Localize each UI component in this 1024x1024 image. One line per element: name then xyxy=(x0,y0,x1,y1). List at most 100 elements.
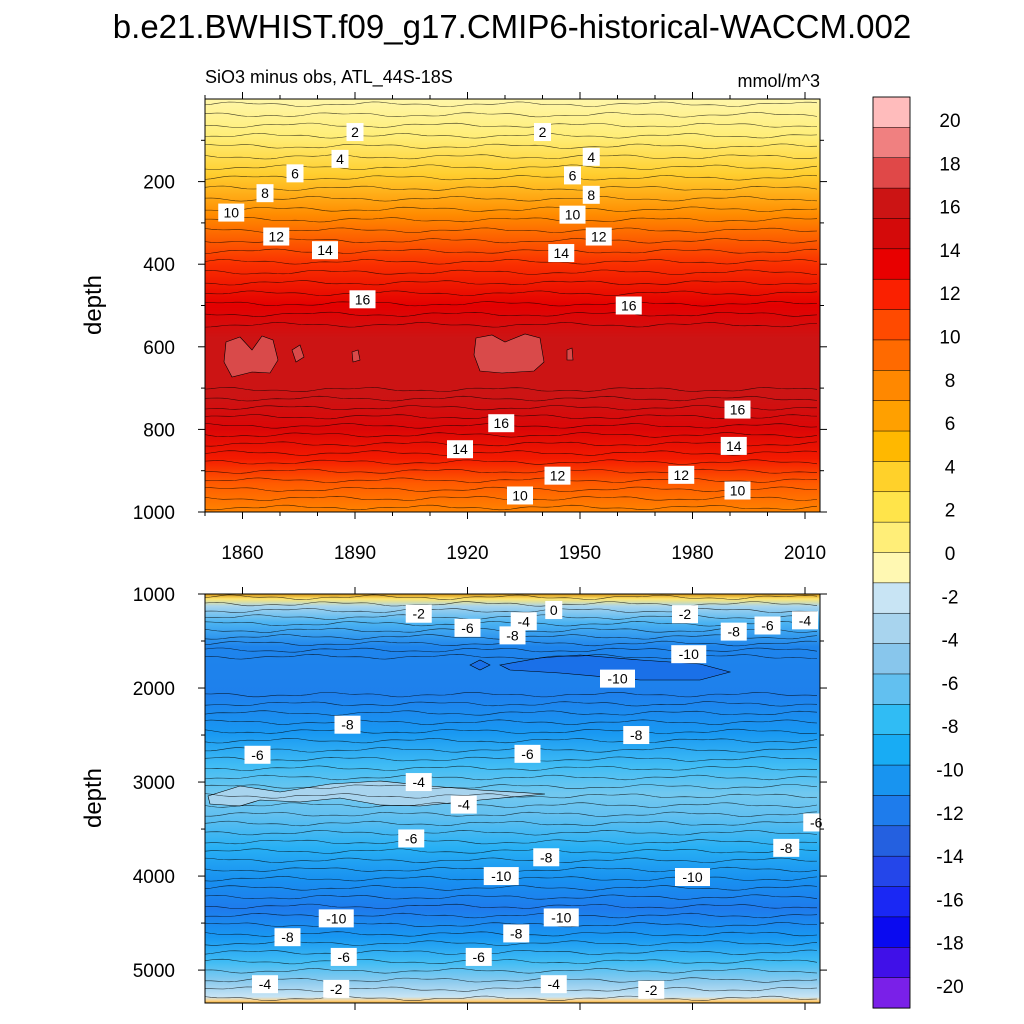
contour-line xyxy=(205,968,818,974)
lower-contour-lines xyxy=(205,594,818,1001)
contour-line xyxy=(205,710,818,716)
contour-line xyxy=(205,227,818,233)
contour-label-bg xyxy=(244,745,271,764)
contour-label-bg xyxy=(545,600,563,619)
colorbar-label: 6 xyxy=(945,414,956,435)
contour-label: 12 xyxy=(550,468,566,484)
contour-line xyxy=(205,848,817,854)
colorbar-label: -18 xyxy=(936,934,963,955)
contour-label-bg xyxy=(318,909,354,928)
colorbar-swatch xyxy=(872,886,911,918)
contour-label: 14 xyxy=(726,438,742,454)
contour-label-bg xyxy=(623,726,650,745)
colorbar-swatch xyxy=(872,400,911,432)
contour-line xyxy=(205,885,818,891)
contour-line xyxy=(205,692,818,698)
contour-line xyxy=(205,395,818,402)
contour-line xyxy=(205,940,818,946)
contour-label-bg xyxy=(672,605,698,624)
contour-label-bg xyxy=(454,618,481,637)
contour-label: -2 xyxy=(679,606,692,622)
contour-line xyxy=(205,468,817,474)
contour-label: 0 xyxy=(550,602,558,618)
contour-line xyxy=(205,280,818,286)
contour-label: 10 xyxy=(730,483,746,499)
colorbar-swatch xyxy=(872,370,911,402)
colorbar-swatch xyxy=(872,187,911,220)
contour-label-bg xyxy=(773,838,800,857)
contour-line xyxy=(205,259,818,265)
contour-label-bg xyxy=(792,611,818,630)
chart-subtitle-left: SiO3 minus obs, ATL_44S-18S xyxy=(205,67,453,88)
contour-label-bg xyxy=(450,795,477,814)
contour-label-bg xyxy=(720,436,747,455)
colorbar: 20181614121086420-2-4-6-8-10-12-14-16-18… xyxy=(872,96,964,1009)
contour-label: -2 xyxy=(645,982,658,998)
contour-label: -8 xyxy=(510,925,523,941)
contour-line xyxy=(205,450,818,456)
contour-line xyxy=(205,594,818,600)
colorbar-swatch xyxy=(872,430,911,462)
contour-line xyxy=(205,802,818,808)
contour-label-bg xyxy=(312,241,338,260)
colorbar-swatch xyxy=(872,825,911,857)
contour-label-bg xyxy=(398,829,425,848)
contour-label-bg xyxy=(675,868,710,887)
contour-label-bg xyxy=(564,166,581,185)
colorbar-label: 0 xyxy=(945,544,956,565)
contour-line xyxy=(205,922,818,928)
contour-label: -8 xyxy=(341,717,354,733)
contour-line xyxy=(205,405,817,411)
contour-line xyxy=(205,441,818,447)
y-tick-label: 3000 xyxy=(133,773,175,794)
colorbar-swatch xyxy=(872,764,911,796)
contour-label-bg xyxy=(724,481,751,500)
colorbar-swatch xyxy=(872,977,911,1009)
y-tick-label: 4000 xyxy=(133,867,175,888)
contour-label-bg xyxy=(274,928,301,947)
colorbar-swatch xyxy=(872,582,911,614)
contour-line xyxy=(205,101,818,107)
x-tick-label: 1980 xyxy=(671,543,713,564)
contour-line xyxy=(205,654,818,660)
upper-max-patch xyxy=(473,333,545,374)
contour-line xyxy=(205,311,818,317)
contour-line xyxy=(205,122,818,128)
contour-label: -10 xyxy=(551,909,571,925)
contour-label-bg xyxy=(334,715,361,734)
colorbar-swatch xyxy=(872,248,911,280)
upper-field xyxy=(205,99,820,512)
contour-label-bg xyxy=(405,604,432,623)
colorbar-swatch xyxy=(872,795,911,827)
contour-label: 16 xyxy=(355,291,371,307)
contour-label-bg xyxy=(720,622,747,641)
contour-line xyxy=(205,995,818,1001)
contour-label: 8 xyxy=(587,187,595,203)
contour-line xyxy=(205,238,818,244)
x-tick-label: 1920 xyxy=(446,543,488,564)
colorbar-label: -20 xyxy=(936,977,963,998)
contour-line xyxy=(205,206,818,212)
contour-label: -4 xyxy=(799,612,812,628)
colorbar-swatch xyxy=(872,339,911,371)
contour-label-bg xyxy=(499,626,526,645)
colorbar-swatch xyxy=(872,127,911,159)
lower-ylabel: depth xyxy=(80,768,107,828)
upper-max-patch xyxy=(223,335,279,378)
contour-label-bg xyxy=(323,979,350,998)
upper-contour-lines xyxy=(205,101,818,511)
contour-line xyxy=(205,949,818,955)
contour-label: -4 xyxy=(458,797,471,813)
contour-line xyxy=(205,112,818,118)
contour-label-bg xyxy=(252,975,278,994)
contour-label: 2 xyxy=(539,124,547,140)
contour-line xyxy=(205,175,818,181)
colorbar-label: 20 xyxy=(939,111,960,132)
y-tick-label: 2000 xyxy=(133,679,175,700)
contour-label: -4 xyxy=(259,976,272,992)
contour-label-bg xyxy=(582,147,600,166)
contour-line xyxy=(205,701,818,707)
contour-line xyxy=(205,738,818,744)
